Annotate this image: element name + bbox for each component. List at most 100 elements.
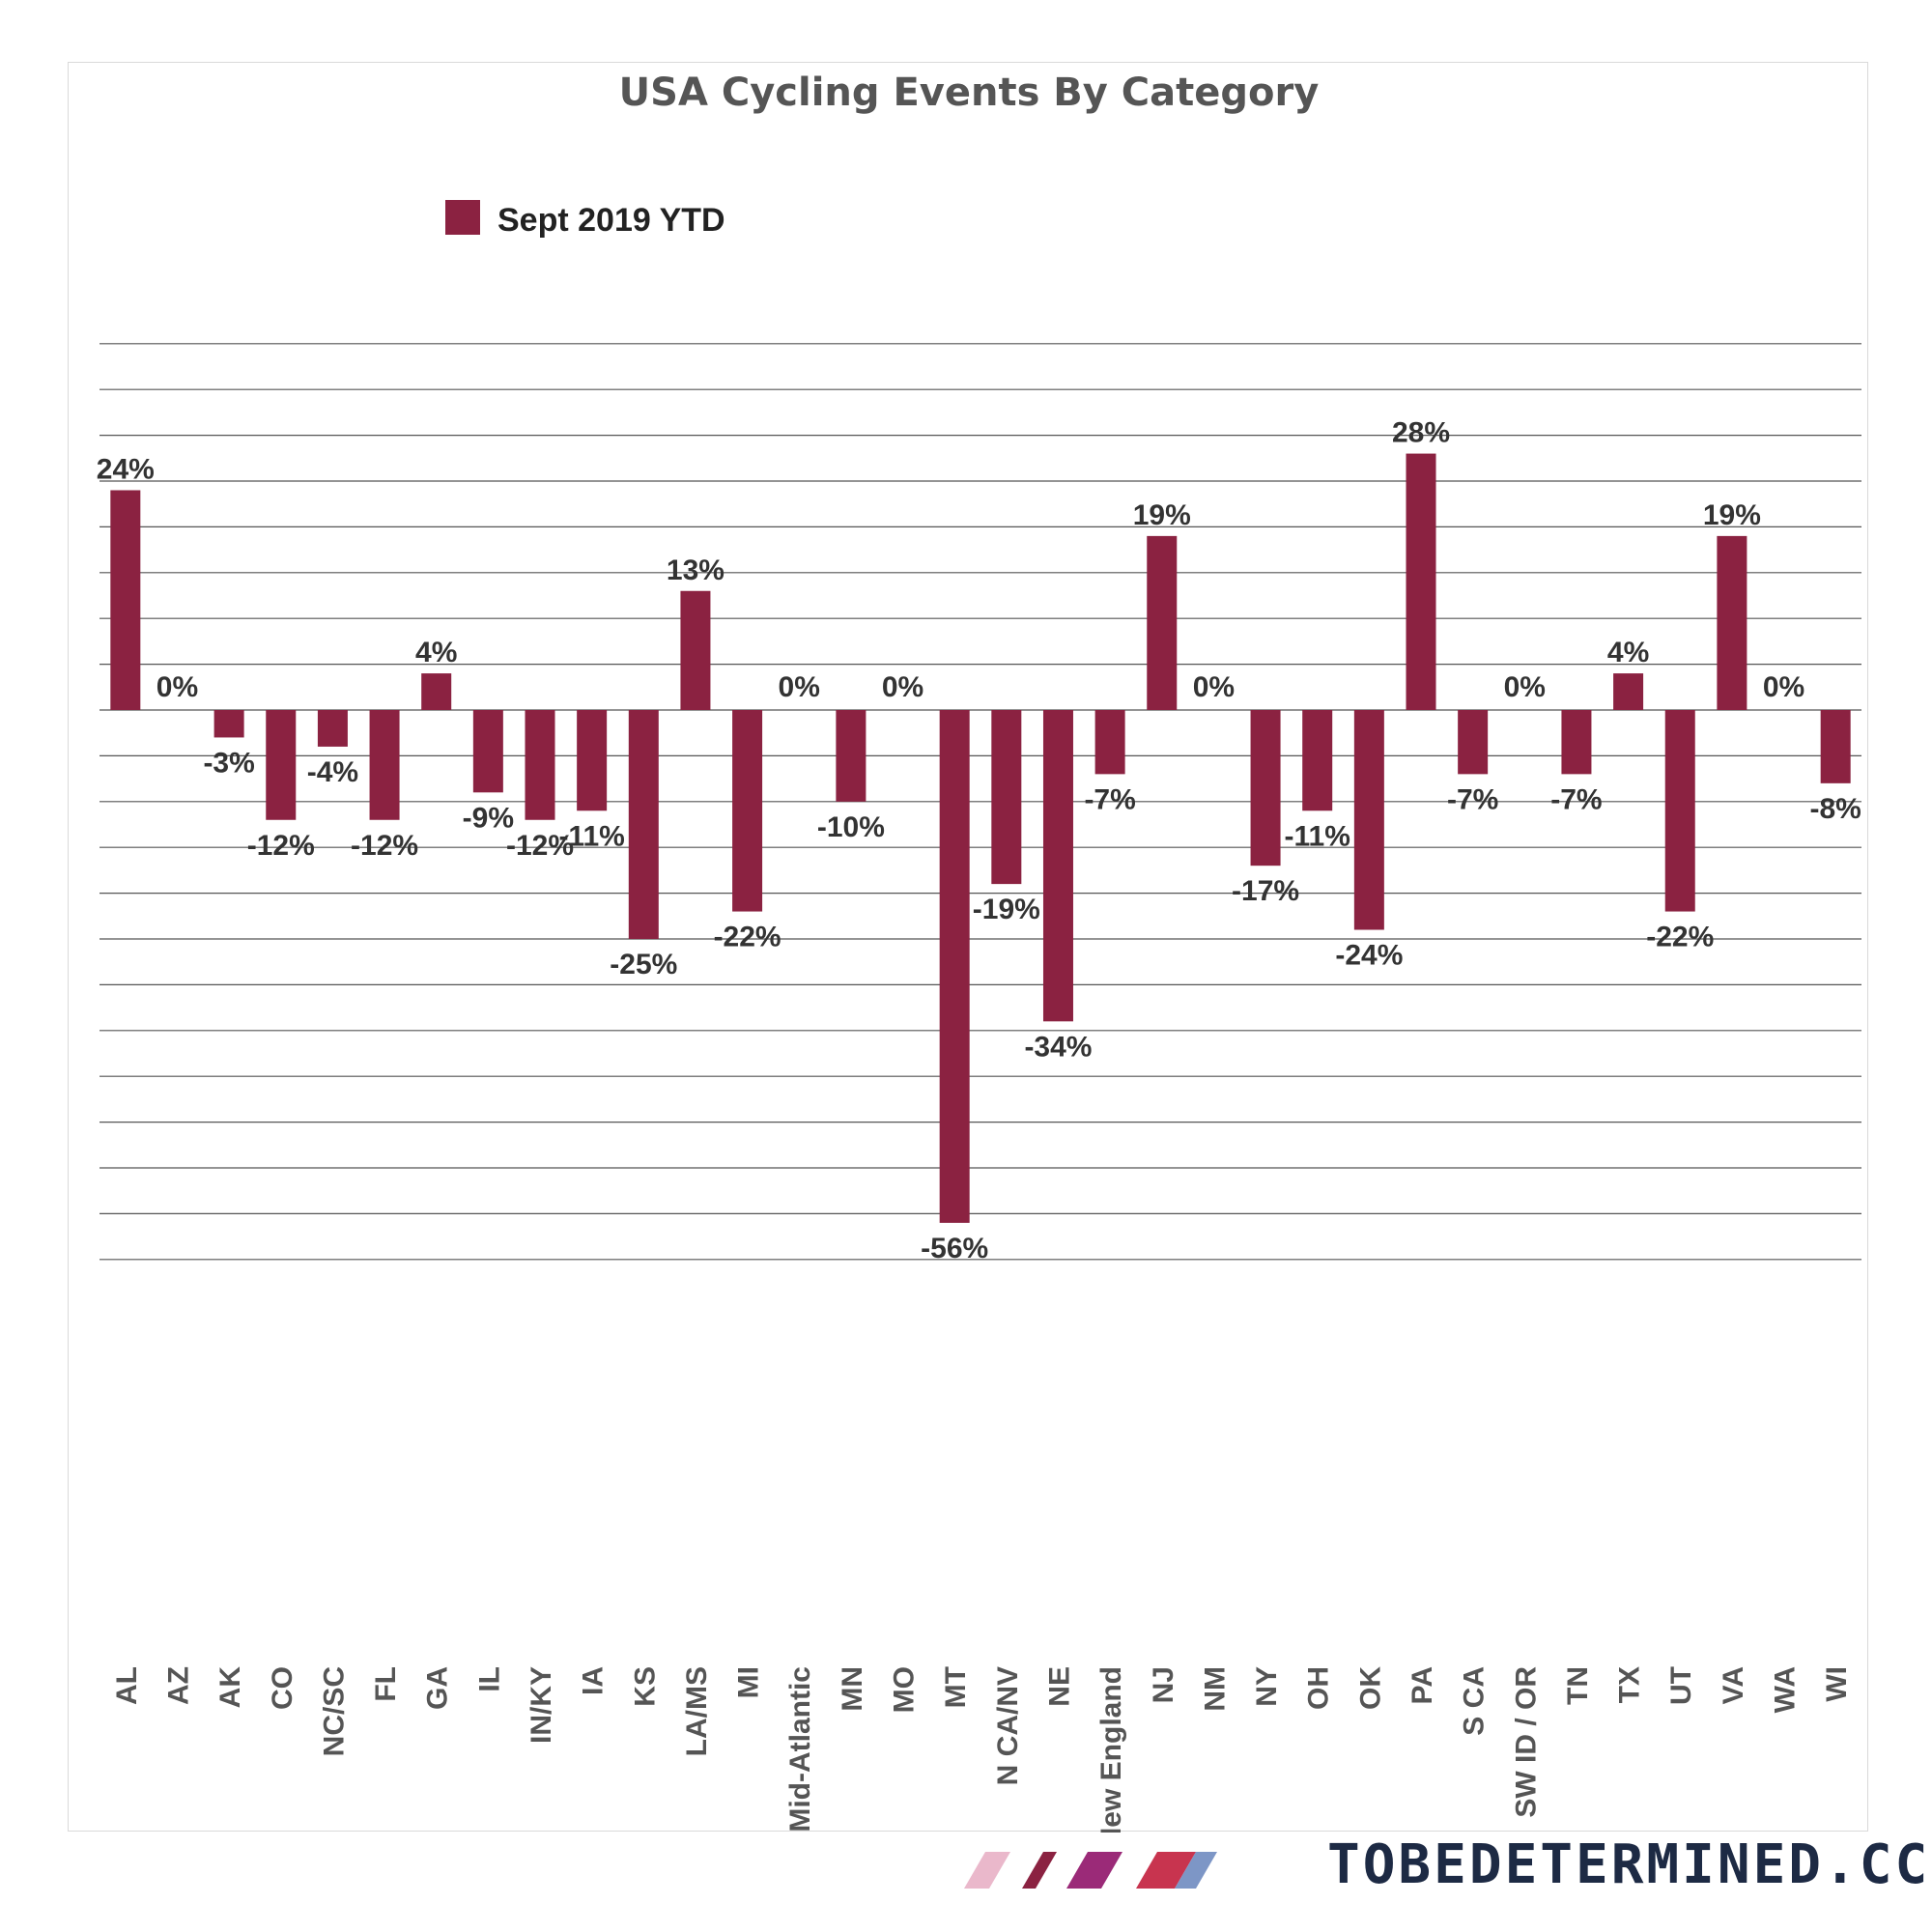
value-label: 19% xyxy=(1703,499,1761,531)
category-label: OH xyxy=(1303,1666,1335,1710)
bar xyxy=(369,710,400,820)
value-label: 0% xyxy=(882,671,923,703)
bar xyxy=(1613,673,1644,710)
bar xyxy=(1820,710,1851,783)
value-label: -11% xyxy=(558,820,624,852)
category-label: NE xyxy=(1043,1666,1075,1707)
bar xyxy=(525,710,555,820)
value-label: -17% xyxy=(1232,875,1299,907)
brand-stripe xyxy=(1066,1852,1122,1889)
value-label: -22% xyxy=(714,922,781,953)
category-labels: AL AZ AK CO NC/SC FL GA IL IN/KY IA KS LA/MS MI Mid-A… xyxy=(111,1666,1853,1833)
category-label: AL xyxy=(111,1666,143,1705)
bar xyxy=(1094,710,1125,775)
value-label: -19% xyxy=(973,894,1040,925)
bar xyxy=(1302,710,1333,811)
bar xyxy=(1147,535,1178,710)
bar xyxy=(266,710,297,820)
category-label: AK xyxy=(214,1666,246,1709)
category-label: Mid-Atlantic xyxy=(784,1666,816,1833)
bar xyxy=(1717,535,1747,710)
value-label: -3% xyxy=(203,747,254,779)
bar xyxy=(1042,710,1073,1022)
legend: Sept 2019 YTD xyxy=(445,200,725,239)
value-label: -24% xyxy=(1335,940,1403,972)
value-label: 19% xyxy=(1133,499,1191,531)
bar xyxy=(732,710,763,912)
category-label: S CA xyxy=(1459,1666,1491,1736)
bar xyxy=(213,710,244,738)
bar xyxy=(680,590,711,710)
category-label: IL xyxy=(473,1666,505,1692)
category-label: VA xyxy=(1718,1666,1749,1704)
category-label: MT xyxy=(940,1666,972,1708)
bar xyxy=(991,710,1022,885)
bar xyxy=(1458,710,1489,775)
value-label: 0% xyxy=(779,671,820,703)
category-label: TX xyxy=(1614,1666,1646,1703)
bar xyxy=(1353,710,1384,930)
value-label: -9% xyxy=(463,802,514,834)
category-label: LA/MS xyxy=(681,1666,713,1756)
brand-logo-text: TOBEDETERMINED.CC xyxy=(1327,1833,1931,1896)
bar xyxy=(1664,710,1695,912)
category-label: New England xyxy=(1095,1666,1127,1833)
value-label: -22% xyxy=(1646,922,1714,953)
category-label: MO xyxy=(889,1666,921,1713)
bar xyxy=(1561,710,1592,775)
value-label: -8% xyxy=(1809,793,1861,825)
value-label: -12% xyxy=(351,830,418,862)
bar xyxy=(836,710,867,802)
bar xyxy=(1250,710,1281,867)
bar xyxy=(577,710,608,811)
bar xyxy=(1406,453,1436,710)
value-label: 4% xyxy=(415,637,457,668)
legend-swatch xyxy=(445,200,480,235)
value-label: -4% xyxy=(307,756,358,788)
value-label: -10% xyxy=(817,811,885,843)
legend-label: Sept 2019 YTD xyxy=(497,202,725,239)
brand-stripe xyxy=(1175,1852,1217,1889)
category-label: IA xyxy=(578,1666,610,1695)
category-label: PA xyxy=(1406,1666,1438,1704)
bar xyxy=(472,710,503,793)
value-label: 0% xyxy=(1504,671,1546,703)
value-label: 24% xyxy=(97,453,155,485)
value-label: -7% xyxy=(1550,783,1602,815)
value-label: 0% xyxy=(156,671,198,703)
value-label: 0% xyxy=(1763,671,1804,703)
value-label: -12% xyxy=(247,830,315,862)
value-label: -34% xyxy=(1024,1031,1092,1063)
category-label: OK xyxy=(1354,1666,1386,1710)
bar xyxy=(110,490,141,710)
value-label: -11% xyxy=(1285,820,1350,852)
category-label: NY xyxy=(1251,1666,1283,1707)
value-label: -56% xyxy=(921,1233,988,1264)
value-label: -25% xyxy=(610,949,677,980)
category-label: TN xyxy=(1562,1666,1594,1705)
category-label: NC/SC xyxy=(318,1666,350,1756)
category-label: NM xyxy=(1199,1666,1231,1712)
category-label: GA xyxy=(422,1666,454,1710)
value-label: -12% xyxy=(506,830,574,862)
chart-title: USA Cycling Events By Category xyxy=(619,71,1320,115)
category-label: WA xyxy=(1770,1666,1802,1713)
category-label: UT xyxy=(1665,1666,1697,1705)
category-label: AZ xyxy=(162,1666,194,1705)
bar xyxy=(628,710,659,939)
value-label: -7% xyxy=(1447,783,1498,815)
category-label: FL xyxy=(370,1666,402,1702)
brand-stripes xyxy=(964,1852,1217,1889)
category-label: MN xyxy=(837,1666,868,1712)
bars xyxy=(110,453,1851,1223)
category-label: N CA/NV xyxy=(992,1666,1024,1785)
value-label: 0% xyxy=(1193,671,1235,703)
brand-stripe xyxy=(1022,1852,1057,1889)
category-label: KS xyxy=(629,1666,661,1707)
value-label: 4% xyxy=(1607,637,1649,668)
category-label: SW ID / OR xyxy=(1510,1666,1542,1818)
value-label: 13% xyxy=(667,554,724,586)
value-labels: 24%0%-3%-12%-4%-12%4%-9%-12%-11%-25%13%-… xyxy=(97,417,1861,1264)
bar xyxy=(317,710,348,747)
brand-stripe xyxy=(964,1852,1010,1889)
